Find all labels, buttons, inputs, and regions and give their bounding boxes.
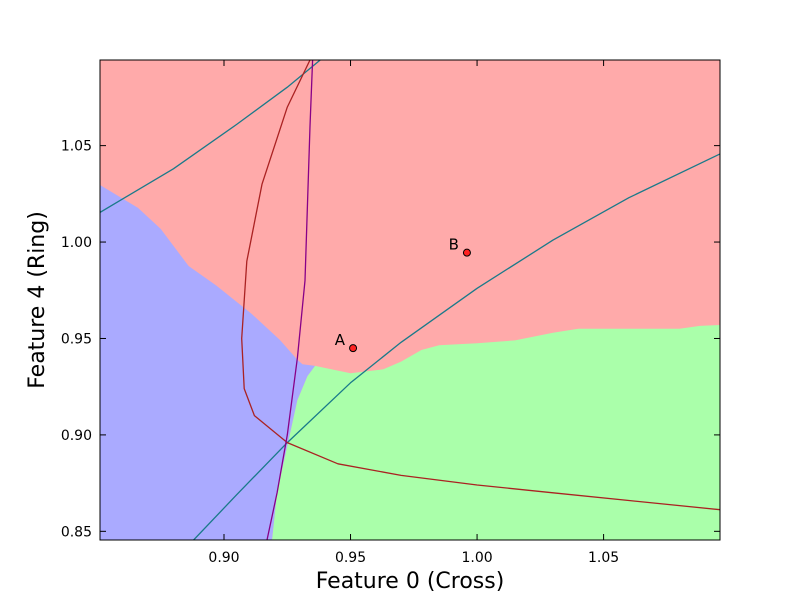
x-tick-label: 1.05 bbox=[588, 550, 619, 566]
y-tick-label: 0.95 bbox=[61, 331, 92, 347]
boundary-curve-3 bbox=[241, 60, 720, 511]
point-label-b: B bbox=[449, 236, 459, 254]
x-tick-label: 0.90 bbox=[208, 550, 239, 566]
x-axis-label: Feature 0 (Cross) bbox=[316, 569, 505, 594]
point-label-a: A bbox=[335, 331, 346, 349]
boundary-curve-4 bbox=[266, 60, 314, 540]
y-tick-label: 0.90 bbox=[61, 428, 92, 444]
x-axis-ticks: 0.90 0.95 1.00 1.05 bbox=[208, 60, 619, 566]
data-points: AB bbox=[335, 236, 471, 353]
x-tick-label: 1.00 bbox=[461, 550, 492, 566]
y-axis-ticks: 0.85 0.90 0.95 1.00 1.05 bbox=[61, 139, 720, 540]
plot-frame bbox=[99, 59, 721, 541]
x-tick-label: 0.95 bbox=[335, 550, 366, 566]
y-tick-label: 1.05 bbox=[61, 139, 92, 155]
region-blue bbox=[100, 185, 316, 540]
boundary-curve-2 bbox=[193, 153, 720, 540]
point-b bbox=[462, 248, 471, 257]
region-green bbox=[272, 325, 720, 540]
y-axis-label: Feature 4 (Ring) bbox=[25, 211, 50, 389]
y-tick-label: 1.00 bbox=[61, 235, 92, 251]
boundary-curve-1 bbox=[100, 60, 321, 213]
boundary-curves bbox=[100, 60, 720, 540]
y-tick-label: 0.85 bbox=[61, 524, 92, 540]
point-a bbox=[349, 344, 358, 353]
class-regions bbox=[100, 60, 720, 540]
